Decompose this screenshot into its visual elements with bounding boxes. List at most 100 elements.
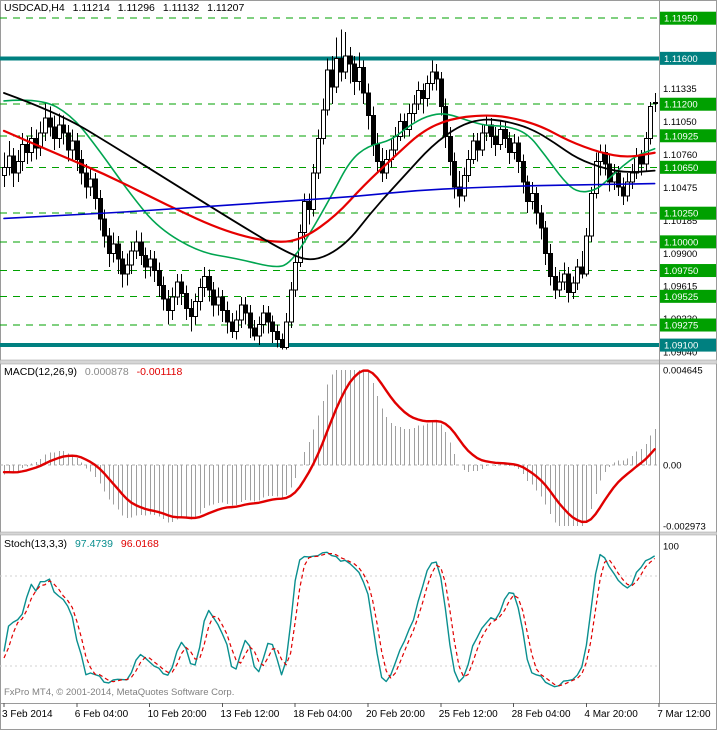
candle-body <box>225 310 230 323</box>
candle-body <box>457 186 462 197</box>
price-axis-tick-label: 1.10185 <box>663 216 697 227</box>
price-level-box-label: 1.09275 <box>664 321 698 332</box>
candle-body <box>84 172 89 188</box>
candle-body <box>134 241 139 252</box>
quote-high: 1.11296 <box>117 2 155 14</box>
candle-body <box>311 172 316 211</box>
candle-body <box>539 212 544 229</box>
candle-body <box>48 117 53 128</box>
candle-body <box>202 275 207 289</box>
candle-body <box>234 319 239 332</box>
candle-body <box>2 166 7 176</box>
candle-body <box>139 241 144 257</box>
candle-body <box>630 172 635 183</box>
price-level-box <box>660 289 716 303</box>
macd-signal-value: -0.001118 <box>136 366 183 378</box>
candle-body <box>648 106 653 140</box>
time-axis-label: 28 Feb 04:00 <box>512 709 571 720</box>
layer: 1.11950 1.11600 1.11200 1.10925 1.10650 1.102… <box>660 11 716 352</box>
candle-body <box>70 140 75 151</box>
candle-body <box>343 55 348 73</box>
candle-body <box>143 255 148 268</box>
candle-body <box>116 243 121 260</box>
macd-main-value: 0.000878 <box>84 366 129 378</box>
ma-blue-line <box>3 182 656 220</box>
layer: 3 Feb 2014 6 Feb 04:00 10 Feb 20:00 13 Feb … <box>2 703 711 720</box>
price-level-box-label: 1.10650 <box>664 163 698 174</box>
candle-body <box>634 155 639 174</box>
candle-body <box>88 178 93 188</box>
candle-body <box>111 243 116 254</box>
layer: 100 <box>0 542 679 688</box>
candle-body <box>352 63 357 82</box>
candle-body <box>503 128 508 140</box>
time-axis-label: 6 Feb 04:00 <box>75 709 129 720</box>
candle-body <box>625 181 630 197</box>
candle-body <box>330 69 335 88</box>
candle-body <box>430 71 435 85</box>
stoch-axis-label: 100 <box>663 542 679 553</box>
macd-signal-line <box>2 369 656 524</box>
candle-body <box>534 193 539 214</box>
layer: 0.004645 0.00 -0.002973 <box>2 366 706 533</box>
price-axis-tick-label: 1.10475 <box>663 183 697 194</box>
candle-body <box>493 135 498 145</box>
candle-body <box>598 151 603 163</box>
candle-body <box>170 296 175 312</box>
price-level-box <box>660 160 716 174</box>
candle-body <box>452 161 457 188</box>
stoch-name: Stoch(13,3,3) <box>4 538 68 550</box>
price-level-box <box>660 338 716 352</box>
time-axis-label: 3 Feb 2014 <box>2 709 53 720</box>
layer: 1.11335 1.11050 1.10760 1.10475 1.10185 1.099… <box>663 84 697 358</box>
candle-body <box>371 115 376 145</box>
candle-body <box>466 158 471 176</box>
candle-body <box>425 83 430 99</box>
candle-body <box>7 155 12 168</box>
candle-body <box>275 330 280 340</box>
candle-body <box>216 296 221 306</box>
candle-body <box>230 321 235 332</box>
quote-low: 1.11132 <box>162 2 200 14</box>
stoch-main-line <box>3 551 656 688</box>
candle-body <box>52 126 57 140</box>
price-level-box <box>660 264 716 278</box>
price-level-box <box>660 11 716 25</box>
candle-body <box>498 128 503 145</box>
price-level-box <box>660 51 716 65</box>
candle-body <box>189 307 194 317</box>
candle-body <box>584 235 589 275</box>
candle-body <box>293 262 298 291</box>
candle-body <box>193 301 198 317</box>
quote-close: 1.11207 <box>207 2 245 14</box>
candle-body <box>589 193 594 237</box>
candle-body <box>302 201 307 234</box>
candle-body <box>489 124 494 137</box>
candle-body <box>339 57 344 73</box>
candle-body <box>239 304 244 321</box>
time-axis-label: 18 Feb 04:00 <box>293 709 352 720</box>
copyright-text: FxPro MT4, © 2001-2014, MetaQuotes Softw… <box>4 687 235 698</box>
candle-body <box>148 258 153 268</box>
candle-body <box>594 161 599 195</box>
candle-body <box>348 55 353 65</box>
candle-body <box>553 275 558 291</box>
candle-body <box>575 266 580 284</box>
candle-body <box>243 304 248 314</box>
candle-body <box>16 161 21 174</box>
candle-body <box>102 218 107 237</box>
price-level-box-label: 1.11950 <box>664 14 698 25</box>
candle-body <box>316 138 321 174</box>
candle-body <box>93 178 98 199</box>
candle-body <box>416 89 421 105</box>
candle-body <box>207 275 212 291</box>
quote-open: 1.11214 <box>72 2 110 14</box>
candle-body <box>198 287 203 303</box>
candle-body <box>175 281 180 298</box>
candle-body <box>621 186 626 197</box>
layer <box>2 92 656 268</box>
macd-indicator-label: MACD(12,26,9) 0.000878 -0.001118 <box>4 366 187 378</box>
